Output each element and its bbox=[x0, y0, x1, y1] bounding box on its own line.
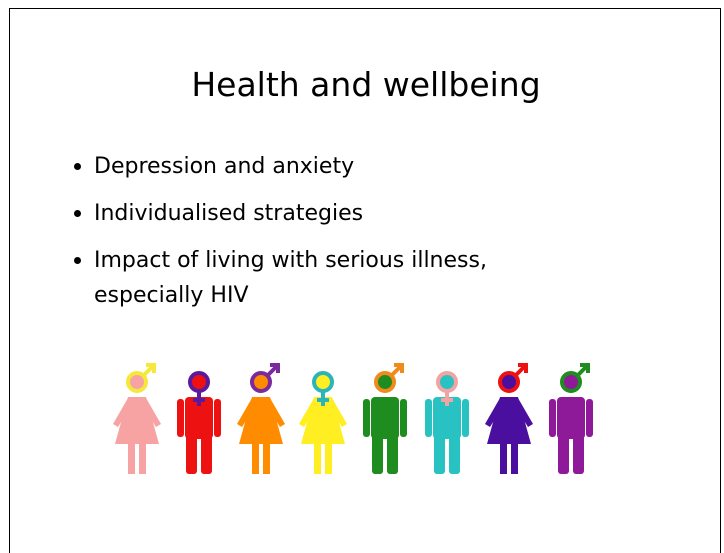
head bbox=[314, 373, 332, 391]
leg bbox=[387, 432, 398, 474]
leg bbox=[252, 444, 259, 474]
arm bbox=[177, 399, 184, 437]
leg bbox=[263, 444, 270, 474]
head bbox=[376, 373, 394, 391]
leg bbox=[372, 432, 383, 474]
people-illustration bbox=[10, 9, 720, 545]
leg bbox=[573, 432, 584, 474]
leg bbox=[434, 432, 445, 474]
leg bbox=[511, 444, 518, 474]
arm bbox=[400, 399, 407, 437]
leg bbox=[325, 444, 332, 474]
arm bbox=[363, 399, 370, 437]
head bbox=[500, 373, 518, 391]
leg bbox=[314, 444, 321, 474]
leg bbox=[186, 432, 197, 474]
head bbox=[128, 373, 146, 391]
leg bbox=[139, 444, 146, 474]
arm bbox=[549, 399, 556, 437]
leg bbox=[201, 432, 212, 474]
leg bbox=[500, 444, 507, 474]
arm bbox=[586, 399, 593, 437]
leg bbox=[128, 444, 135, 474]
head bbox=[190, 373, 208, 391]
leg bbox=[558, 432, 569, 474]
slide: Health and wellbeing Depression and anxi… bbox=[9, 8, 721, 553]
arm bbox=[425, 399, 432, 437]
arm bbox=[462, 399, 469, 437]
page: Health and wellbeing Depression and anxi… bbox=[0, 0, 724, 545]
arm bbox=[214, 399, 221, 437]
leg bbox=[449, 432, 460, 474]
head bbox=[252, 373, 270, 391]
head bbox=[438, 373, 456, 391]
head bbox=[562, 373, 580, 391]
